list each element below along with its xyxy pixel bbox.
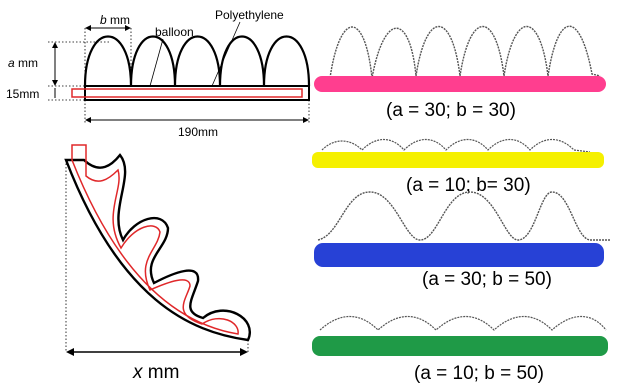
sample-2-balloon (312, 152, 604, 168)
sample-1-caption: (a = 30; b = 30) (386, 100, 516, 121)
sample-1-balloon (314, 76, 606, 92)
bent-outline (64, 153, 251, 342)
polyethylene-label: Polyethylene (215, 8, 284, 22)
samples-panel: (a = 30; b = 30) (a = 10; b= 30) (a = 30… (312, 25, 610, 384)
sample-4-trace (319, 316, 607, 331)
sample-4-balloon (312, 336, 608, 356)
balloon-label: balloon (155, 25, 194, 39)
balloon-strip (71, 88, 303, 98)
sample-1: (a = 30; b = 30) (314, 25, 606, 121)
bent-actuator-panel: x mm (64, 144, 251, 383)
sample-3: (a = 30; b = 50) (314, 191, 610, 290)
sample-4: (a = 10; b = 50) (312, 316, 608, 384)
sample-3-caption: (a = 30; b = 50) (422, 269, 552, 290)
polyethylene-base (84, 85, 310, 101)
a-label: a mm (8, 56, 38, 70)
schematic-panel: b mm balloon Polyethylene a mm 15mm 190m… (6, 8, 311, 139)
thickness-label: 15mm (6, 87, 39, 101)
sample-1-trace (329, 25, 601, 79)
sample-3-trace (317, 191, 610, 241)
sample-4-caption: (a = 10; b = 50) (414, 363, 544, 384)
sample-3-balloon (314, 243, 604, 267)
sample-2: (a = 10; b= 30) (312, 138, 604, 196)
sample-2-trace (321, 138, 591, 153)
bent-inner-balloon (71, 144, 239, 335)
length-label: 190mm (178, 125, 218, 139)
b-label: b mm (100, 13, 130, 27)
balloon-arches (83, 35, 311, 87)
x-label: x mm (132, 362, 179, 383)
sample-2-caption: (a = 10; b= 30) (406, 175, 531, 196)
